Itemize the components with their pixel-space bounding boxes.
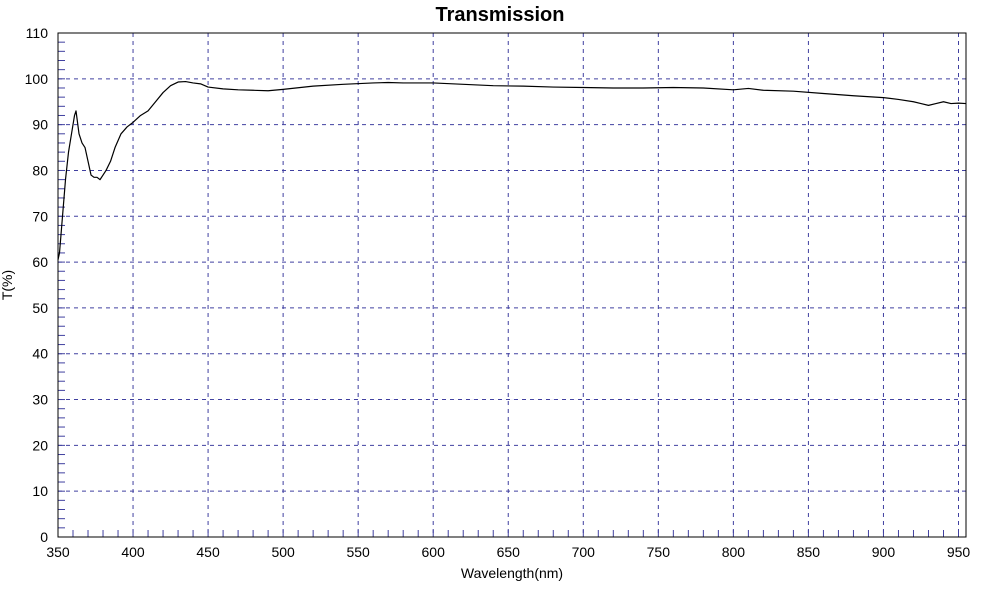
x-axis-title: Wavelength(nm) xyxy=(461,565,563,581)
x-tick-label: 750 xyxy=(647,544,671,560)
series-layer xyxy=(57,80,967,260)
plot-frame xyxy=(57,32,967,538)
y-tick-label: 20 xyxy=(32,437,48,453)
x-tick-label: 950 xyxy=(947,544,971,560)
y-tick-label: 90 xyxy=(32,117,48,133)
y-axis-title: T(%) xyxy=(0,270,15,300)
transmission-line xyxy=(57,80,967,260)
x-tick-labels: 350 400 450 500 550 600 650 700 750 800 850 900 950 xyxy=(46,544,970,560)
x-tick-label: 400 xyxy=(121,544,145,560)
chart-title: Transmission xyxy=(436,4,565,26)
y-tick-label: 80 xyxy=(32,162,48,178)
y-tick-label: 10 xyxy=(32,483,48,499)
x-tick-label: 800 xyxy=(722,544,746,560)
x-tick-label: 550 xyxy=(346,544,370,560)
x-tick-label: 650 xyxy=(497,544,521,560)
y-tick-label: 40 xyxy=(32,346,48,362)
x-tick-label: 900 xyxy=(872,544,896,560)
y-tick-label: 0 xyxy=(40,529,48,545)
x-tick-label: 850 xyxy=(797,544,821,560)
x-tick-label: 600 xyxy=(422,544,446,560)
grid-lines xyxy=(58,33,966,537)
y-tick-label: 50 xyxy=(32,300,48,316)
y-tick-label: 30 xyxy=(32,392,48,408)
y-tick-label: 100 xyxy=(25,71,49,87)
x-tick-label: 700 xyxy=(572,544,596,560)
x-tick-label: 450 xyxy=(196,544,220,560)
y-tick-labels: 0 10 20 30 40 50 60 70 80 90 100 110 xyxy=(25,25,49,545)
x-tick-label: 350 xyxy=(46,544,70,560)
y-tick-label: 110 xyxy=(26,25,49,41)
x-tick-label: 500 xyxy=(271,544,295,560)
y-tick-label: 60 xyxy=(32,254,48,270)
y-tick-label: 70 xyxy=(32,208,48,224)
